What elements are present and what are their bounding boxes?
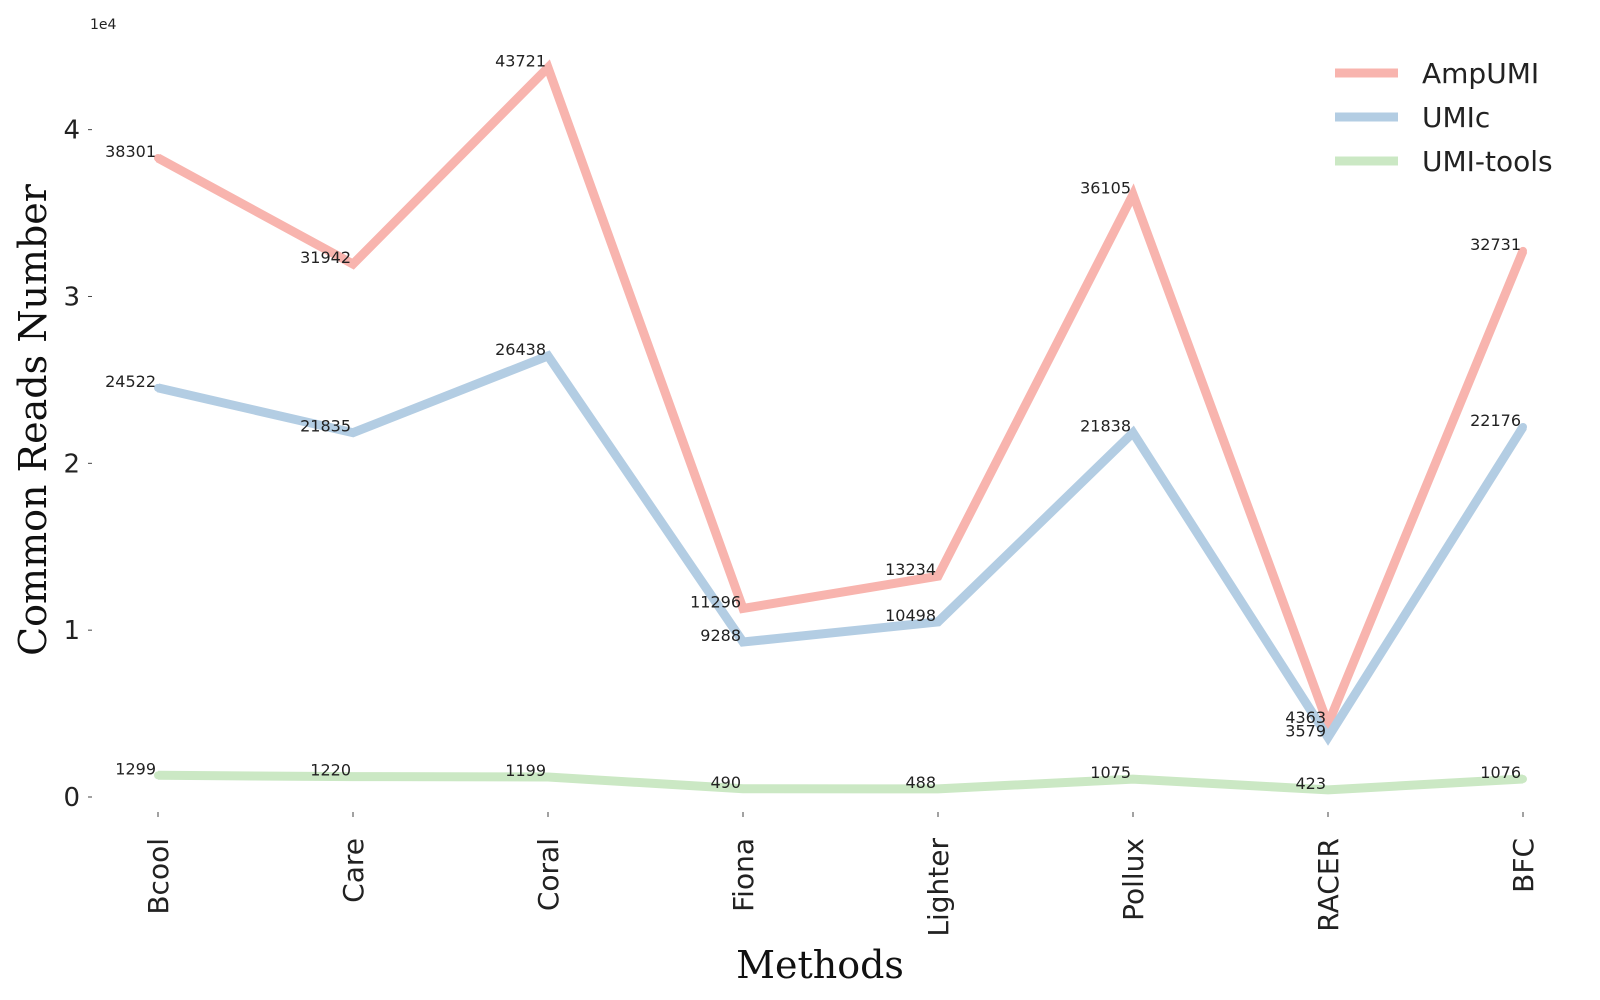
data-point — [154, 771, 162, 780]
legend: AmpUMI UMIc UMI-tools — [1335, 57, 1553, 178]
data-point — [1129, 428, 1137, 437]
series-line-umi-tools — [157, 770, 1524, 795]
x-tick-label: BFC — [1507, 838, 1540, 893]
series-line-umic — [156, 350, 1527, 746]
x-tick-label: RACER — [1312, 838, 1345, 932]
data-label: 26438 — [495, 340, 546, 359]
data-label: 1299 — [115, 759, 156, 778]
data-point — [154, 383, 162, 392]
data-point — [934, 784, 942, 793]
y-tick-label: 2 — [63, 449, 80, 479]
x-axis-ticks: Bcool Care Coral Fiona Lighter Pollux RACER BFC — [142, 812, 1540, 937]
x-tick-label: Lighter — [922, 838, 955, 937]
data-label: 38301 — [105, 142, 156, 161]
x-axis-title: Methods — [736, 943, 904, 987]
data-label: 43721 — [495, 52, 546, 71]
data-label: 1076 — [1480, 763, 1521, 782]
y-axis-title: Common Reads Number — [11, 183, 55, 656]
data-point — [349, 260, 357, 269]
data-label: 21838 — [1080, 417, 1131, 436]
data-label: 11296 — [690, 593, 741, 612]
data-label: 1199 — [505, 761, 546, 780]
y-tick-label: 3 — [63, 282, 80, 312]
data-point — [739, 638, 747, 647]
data-label: 9288 — [700, 626, 741, 645]
data-point — [1129, 775, 1137, 784]
data-point — [1519, 775, 1527, 784]
x-tick-label: Pollux — [1117, 838, 1150, 921]
data-point — [739, 604, 747, 613]
series-line-ampumi — [155, 59, 1528, 737]
series-lines — [154, 59, 1528, 795]
data-label: 31942 — [300, 248, 351, 267]
data-point — [544, 772, 552, 781]
data-label: 488 — [905, 773, 936, 792]
x-tick-label: Bcool — [142, 838, 175, 915]
data-point — [1324, 733, 1332, 742]
legend-label: AmpUMI — [1422, 57, 1539, 90]
data-label: 32731 — [1470, 235, 1521, 254]
data-point — [934, 617, 942, 626]
y-axis-ticks: 0 1 2 3 4 — [63, 116, 92, 813]
y-tick-label: 0 — [63, 783, 80, 813]
data-point — [1519, 246, 1527, 255]
data-label: 36105 — [1080, 179, 1131, 198]
data-point — [1324, 785, 1332, 794]
data-point — [934, 572, 942, 581]
data-label: 24522 — [105, 372, 156, 391]
data-point — [1129, 190, 1137, 199]
data-label: 3579 — [1285, 721, 1326, 740]
data-label: 10498 — [885, 606, 936, 625]
y-axis-exponent-label: 1e4 — [90, 17, 117, 33]
data-label: 13234 — [885, 560, 936, 579]
data-point — [349, 772, 357, 781]
y-tick-label: 4 — [63, 116, 80, 146]
x-tick-label: Care — [337, 838, 370, 903]
x-tick-label: Fiona — [727, 838, 760, 912]
data-point — [1519, 423, 1527, 432]
data-labels: 38301 31942 43721 11296 13234 36105 4363 32731 2… — [105, 52, 1521, 793]
data-label: 4363 — [1285, 708, 1326, 727]
data-point — [739, 784, 747, 793]
data-label: 490 — [710, 773, 741, 792]
legend-label: UMIc — [1422, 101, 1490, 134]
x-tick-label: Coral — [532, 838, 565, 911]
data-point — [544, 63, 552, 72]
data-point — [349, 428, 357, 437]
data-point — [544, 351, 552, 360]
data-label: 1075 — [1090, 763, 1131, 782]
data-point — [154, 153, 162, 162]
data-label: 1220 — [310, 761, 351, 780]
data-label: 21835 — [300, 417, 351, 436]
data-label: 22176 — [1470, 411, 1521, 430]
y-tick-label: 1 — [63, 616, 80, 646]
data-label: 423 — [1295, 774, 1326, 793]
legend-label: UMI-tools — [1422, 145, 1553, 178]
